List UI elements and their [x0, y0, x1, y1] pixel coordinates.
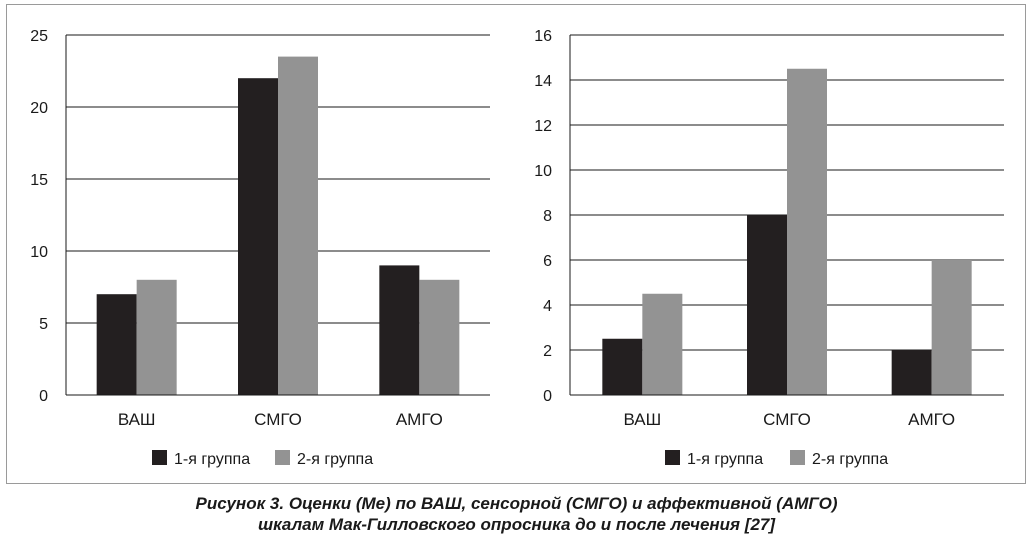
legend-label-1: 1-я группа — [687, 451, 763, 468]
caption-line-1: Рисунок 3. Оценки (Ме) по ВАШ, сенсорной… — [195, 494, 838, 513]
y-tick-label: 8 — [543, 208, 552, 225]
bar-1 — [379, 265, 420, 395]
category-label: ВАШ — [623, 410, 661, 429]
y-tick-label: 0 — [543, 388, 552, 405]
y-tick-label: 25 — [30, 28, 48, 45]
chart-1: 0 5 10 15 20 25 ВАШ СМГО АМГО 1-я группа 2-я групп… — [30, 28, 490, 468]
legend-swatch-1 — [665, 450, 680, 465]
bar-1 — [891, 350, 932, 395]
bar-2 — [136, 279, 177, 395]
y-tick-label: 16 — [534, 28, 552, 45]
bar-1 — [238, 78, 278, 395]
category-label: СМГО — [763, 410, 811, 429]
legend-label-1: 1-я группа — [174, 451, 250, 468]
bar-2 — [787, 68, 827, 395]
bar-1 — [747, 215, 787, 395]
y-tick-label: 20 — [30, 100, 48, 117]
legend-swatch-2 — [275, 450, 290, 465]
y-tick-label: 12 — [534, 118, 552, 135]
y-tick-label: 14 — [534, 73, 552, 90]
y-tick-label: 15 — [30, 172, 48, 189]
category-label: СМГО — [254, 410, 302, 429]
bar-1 — [96, 294, 137, 395]
y-tick-label: 6 — [543, 253, 552, 270]
legend-label-2: 2-я группа — [812, 451, 888, 468]
category-label: ВАШ — [118, 410, 156, 429]
legend-label-2: 2-я группа — [297, 451, 373, 468]
y-tick-label: 10 — [30, 244, 48, 261]
chart-2: 0 2 4 6 8 10 12 14 16 ВАШ СМГО АМГО 1-я группа 2-я гр… — [534, 28, 1004, 468]
bar-2 — [419, 279, 460, 395]
category-label: АМГО — [396, 410, 443, 429]
figure-frame — [6, 4, 1026, 484]
bar-2 — [278, 56, 318, 395]
figure-caption: Рисунок 3. Оценки (Ме) по ВАШ, сенсорной… — [0, 493, 1033, 535]
bar-2 — [931, 260, 972, 395]
y-tick-label: 4 — [543, 298, 552, 315]
caption-line-2: шкалам Мак-Гилловского опросника до и по… — [257, 515, 776, 534]
y-tick-label: 2 — [543, 343, 552, 360]
legend-swatch-1 — [152, 450, 167, 465]
bar-2 — [642, 293, 683, 395]
category-label: АМГО — [908, 410, 955, 429]
bar-1 — [602, 338, 643, 395]
y-tick-label: 5 — [39, 316, 48, 333]
legend-swatch-2 — [790, 450, 805, 465]
y-tick-label: 0 — [39, 388, 48, 405]
y-tick-label: 10 — [534, 163, 552, 180]
